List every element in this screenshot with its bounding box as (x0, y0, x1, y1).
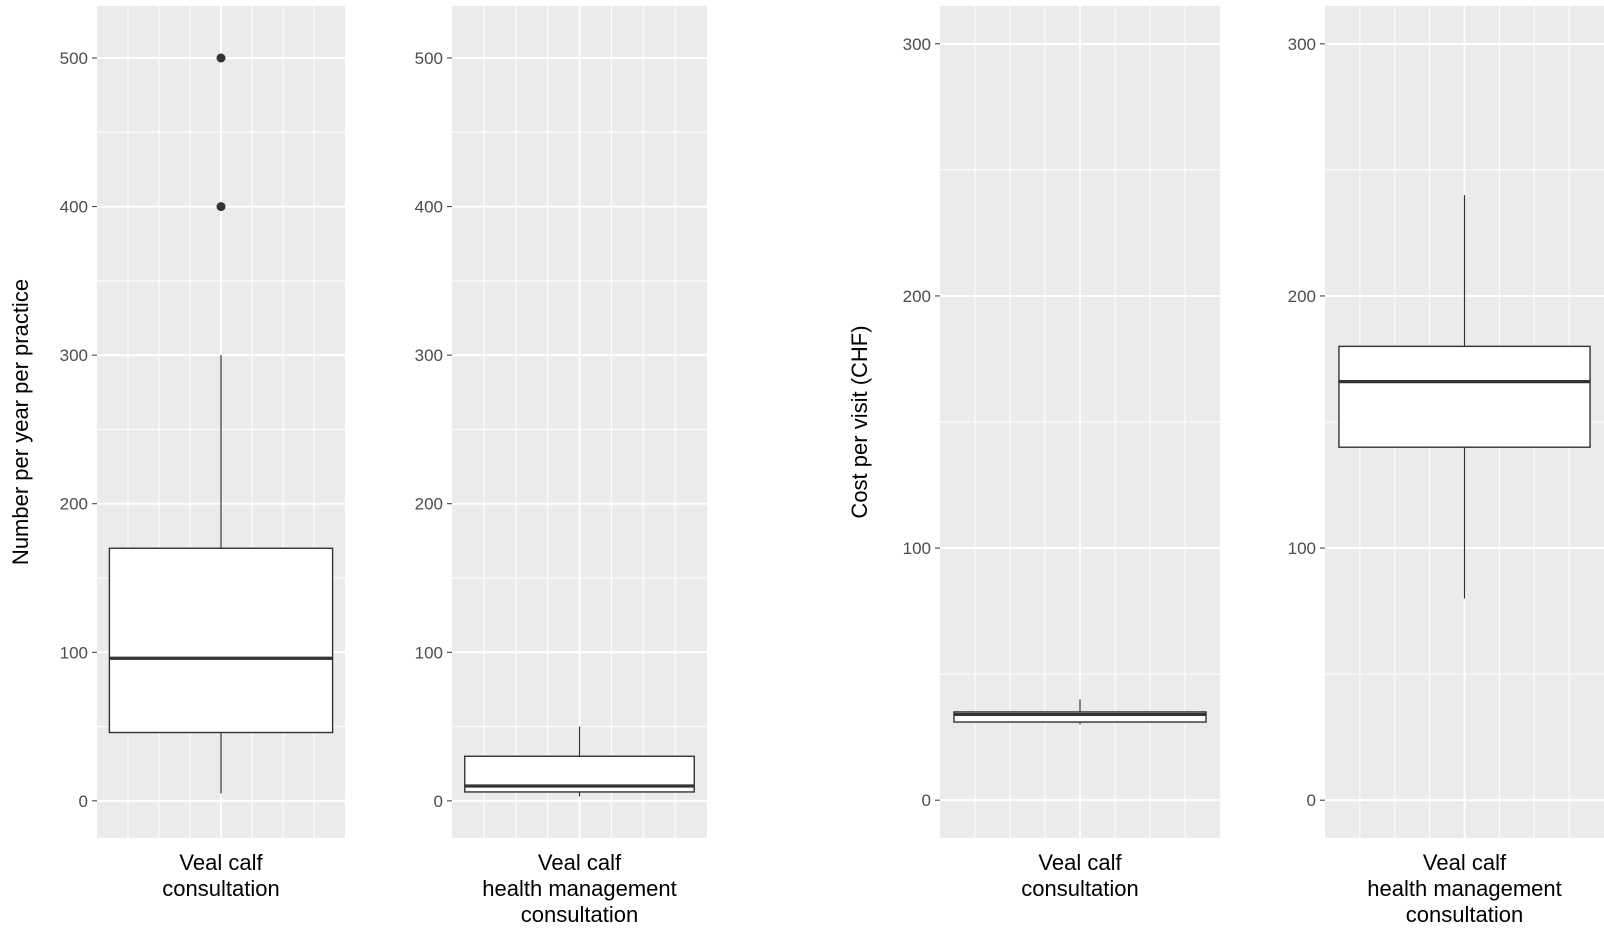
y-tick-label: 100 (903, 539, 931, 558)
y-tick-label: 0 (79, 792, 88, 811)
iqr-box (108, 547, 334, 734)
x-category-label: consultation (162, 876, 279, 901)
y-axis-title: Cost per visit (CHF) (847, 325, 872, 518)
iqr-box (1338, 345, 1591, 448)
x-category-label: consultation (521, 902, 638, 927)
y-tick-label: 300 (903, 35, 931, 54)
y-tick-label: 200 (60, 495, 88, 514)
y-tick-label: 0 (1307, 791, 1316, 810)
y-axis-title: Number per year per practice (8, 279, 33, 565)
y-tick-label: 200 (415, 495, 443, 514)
x-category-label: consultation (1021, 876, 1138, 901)
y-tick-label: 300 (415, 346, 443, 365)
y-tick-label: 300 (1288, 35, 1316, 54)
outlier-point (216, 202, 226, 212)
y-tick-label: 100 (415, 643, 443, 662)
y-tick-label: 0 (434, 792, 443, 811)
x-category-label: health management (482, 876, 676, 901)
y-tick-label: 100 (60, 643, 88, 662)
y-tick-label: 400 (415, 198, 443, 217)
outlier-point (216, 53, 226, 63)
x-category-label: Veal calf (179, 850, 263, 875)
x-category-label: consultation (1406, 902, 1523, 927)
x-category-label: health management (1367, 876, 1561, 901)
x-category-label: Veal calf (538, 850, 622, 875)
y-tick-label: 0 (922, 791, 931, 810)
y-tick-label: 400 (60, 198, 88, 217)
x-category-label: Veal calf (1423, 850, 1507, 875)
y-tick-label: 300 (60, 346, 88, 365)
y-tick-label: 200 (1288, 287, 1316, 306)
y-tick-label: 100 (1288, 539, 1316, 558)
x-category-label: Veal calf (1038, 850, 1122, 875)
iqr-box (953, 711, 1207, 723)
y-tick-label: 500 (60, 49, 88, 68)
y-tick-label: 500 (415, 49, 443, 68)
y-tick-label: 200 (903, 287, 931, 306)
